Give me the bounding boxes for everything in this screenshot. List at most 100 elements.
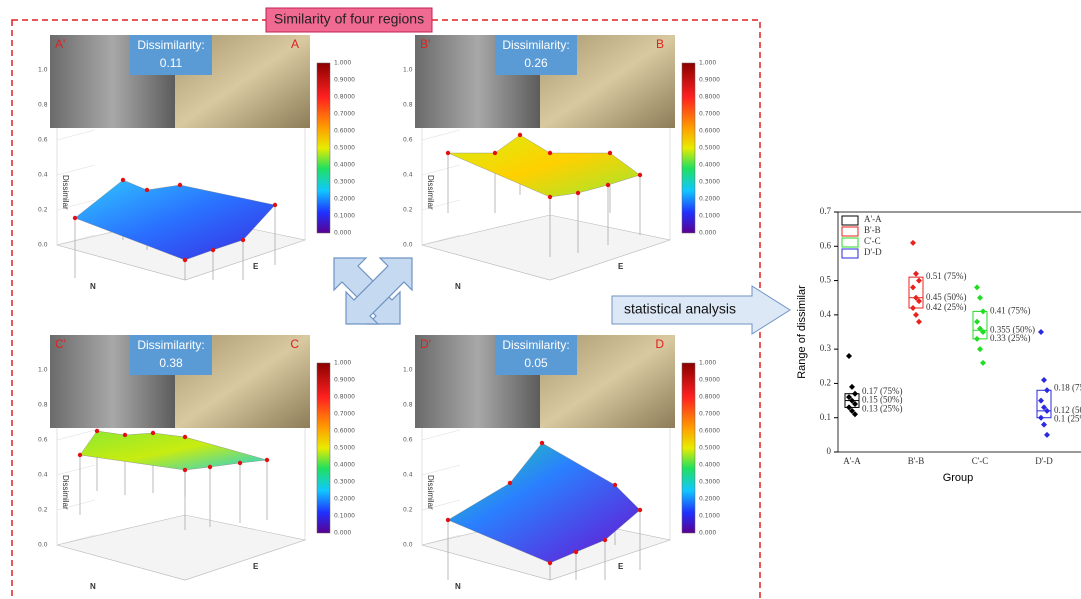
quartile-label: 0.33 (25%)	[990, 333, 1031, 343]
node	[446, 151, 450, 155]
node	[548, 195, 552, 199]
colorbar-tick: 0.000	[699, 530, 716, 537]
z-tick-label: 1.0	[403, 67, 413, 74]
point	[910, 284, 916, 290]
n-label: N	[455, 582, 461, 591]
node	[211, 248, 215, 252]
wall-grid	[422, 165, 460, 175]
legend-label: B'-B	[864, 225, 881, 235]
point	[977, 295, 983, 301]
node	[265, 458, 269, 462]
colorbar-tick: 1.000	[334, 60, 351, 67]
z-tick-label: 0.2	[38, 207, 48, 214]
point	[1038, 398, 1044, 404]
arrow-label: statistical analysis	[624, 301, 736, 317]
node	[638, 173, 642, 177]
colorbar-tick: 0.9000	[699, 377, 720, 384]
quartile-label: 0.12 (50%)	[1054, 405, 1081, 415]
point	[974, 319, 980, 325]
panel: 0.00.20.40.60.81.0DissimilarNEC'CDissimi…	[38, 335, 355, 591]
quartile-label: 0.17 (75%)	[862, 386, 903, 396]
node	[183, 258, 187, 262]
point	[916, 319, 922, 325]
dissimilarity-label: Dissimilarity:	[502, 338, 569, 352]
colorbar-tick: 0.9000	[334, 77, 355, 84]
colorbar-tick: 0.6000	[334, 428, 355, 435]
n-label: N	[455, 282, 461, 291]
point	[980, 308, 986, 314]
e-label: E	[618, 562, 624, 571]
z-tick-label: 0.8	[403, 402, 413, 409]
wall-grid	[57, 465, 95, 475]
colorbar-tick: 1.000	[699, 360, 716, 367]
node	[613, 483, 617, 487]
point	[1038, 329, 1044, 335]
colorbar-tick: 0.6000	[699, 128, 720, 135]
legend-label: A'-A	[864, 214, 882, 224]
z-label: Dissimilar	[426, 175, 435, 210]
point	[1044, 387, 1050, 393]
y-tick-label: 0.1	[820, 412, 831, 422]
colorbar-tick: 0.6000	[699, 428, 720, 435]
colorbar-tick: 0.9000	[699, 77, 720, 84]
node	[548, 151, 552, 155]
colorbar-tick: 0.6000	[334, 128, 355, 135]
colorbar-tick: 0.1000	[334, 513, 355, 520]
point	[1041, 377, 1047, 383]
point	[852, 391, 858, 397]
panel: 0.00.20.40.60.81.0DissimilarNEA'ADissimi…	[38, 35, 355, 291]
z-tick-label: 0.4	[38, 472, 48, 479]
node	[208, 465, 212, 469]
colorbar-tick: 0.4000	[699, 162, 720, 169]
node	[273, 203, 277, 207]
node	[238, 461, 242, 465]
y-tick-label: 0.7	[820, 206, 832, 216]
colorbar-tick: 1.000	[699, 60, 716, 67]
node	[95, 429, 99, 433]
surface	[448, 135, 640, 197]
node	[183, 468, 187, 472]
point	[910, 305, 916, 311]
z-tick-label: 0.0	[38, 542, 48, 549]
left-label: B'	[420, 37, 430, 51]
z-tick-label: 0.8	[38, 402, 48, 409]
quartile-label: 0.51 (75%)	[926, 271, 967, 281]
z-label: Dissimilar	[426, 475, 435, 510]
legend-swatch	[842, 238, 858, 247]
point	[916, 278, 922, 284]
y-tick-label: 0.2	[820, 377, 831, 387]
figure: Similarity of four regions statistical a…	[0, 0, 1081, 599]
legend-swatch	[842, 227, 858, 236]
colorbar-tick: 0.2000	[334, 496, 355, 503]
z-tick-label: 0.2	[403, 207, 413, 214]
colorbar-tick: 0.5000	[699, 445, 720, 452]
colorbar-tick: 0.3000	[334, 179, 355, 186]
colorbar-tick: 0.4000	[334, 162, 355, 169]
legend-label: D'-D	[864, 247, 882, 257]
node	[574, 550, 578, 554]
left-label: C'	[55, 337, 66, 351]
colorbar	[317, 63, 330, 233]
right-label: D	[655, 337, 664, 351]
point	[1044, 432, 1050, 438]
node	[145, 188, 149, 192]
n-label: N	[90, 582, 96, 591]
colorbar-tick: 0.7000	[334, 111, 355, 118]
e-label: E	[253, 262, 259, 271]
dissimilarity-value: 0.38	[159, 356, 183, 370]
colorbar-tick: 0.2000	[334, 196, 355, 203]
z-tick-label: 0.0	[403, 242, 413, 249]
node	[78, 453, 82, 457]
colorbar-tick: 0.8000	[334, 394, 355, 401]
node	[183, 435, 187, 439]
point	[980, 360, 986, 366]
wall-grid	[422, 130, 460, 140]
node	[518, 133, 522, 137]
y-tick-label: 0.5	[820, 275, 832, 285]
z-tick-label: 0.2	[403, 507, 413, 514]
box	[973, 311, 987, 338]
left-label: D'	[420, 337, 431, 351]
legend-swatch	[842, 216, 858, 225]
colorbar-tick: 0.2000	[699, 196, 720, 203]
point	[910, 240, 916, 246]
